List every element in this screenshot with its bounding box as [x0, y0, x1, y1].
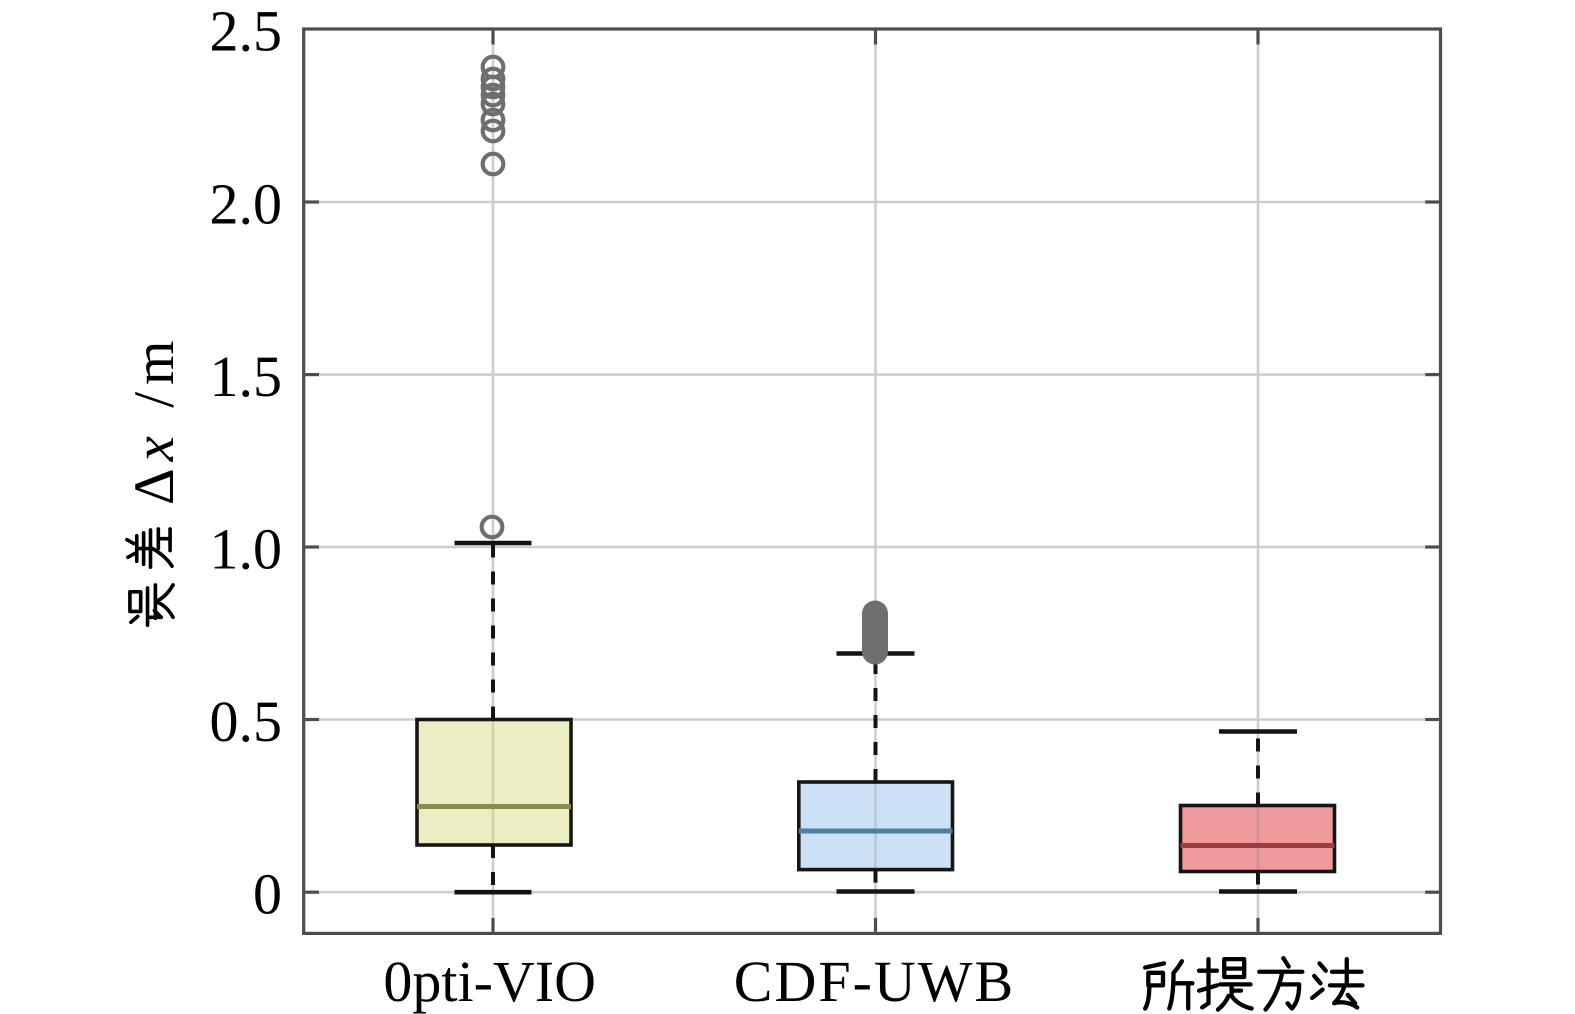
svg-text:2.5: 2.5 [210, 0, 283, 64]
svg-text:0.5: 0.5 [210, 689, 283, 754]
svg-text:0pti-VIO: 0pti-VIO [383, 949, 596, 1014]
svg-text:0: 0 [253, 862, 282, 927]
svg-text:1.5: 1.5 [210, 344, 283, 409]
svg-text:Δx /m: Δx /m [123, 334, 186, 505]
svg-text:1.0: 1.0 [210, 517, 283, 582]
svg-text:CDF-UWB: CDF-UWB [734, 949, 1015, 1014]
svg-text:2.0: 2.0 [210, 172, 283, 237]
